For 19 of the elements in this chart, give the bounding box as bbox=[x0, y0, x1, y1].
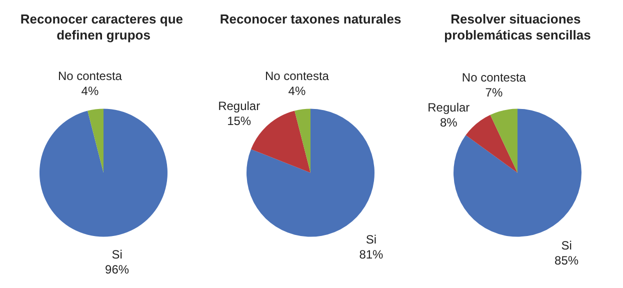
slice-label: Si bbox=[561, 238, 572, 252]
data-label: 4% bbox=[288, 84, 306, 98]
data-label: 85% bbox=[554, 253, 579, 268]
slice-label: Regular bbox=[428, 100, 470, 114]
slice-label: No contesta bbox=[58, 69, 122, 84]
slice-label: Si bbox=[112, 248, 122, 262]
data-label: 7% bbox=[485, 85, 503, 100]
slice-label: No contesta bbox=[462, 70, 526, 84]
slice-label: No contesta bbox=[264, 69, 330, 84]
data-label: 81% bbox=[359, 248, 384, 262]
data-label: 96% bbox=[105, 262, 130, 277]
chart-title: Resolver situaciones problemáticas sencillas bbox=[444, 12, 591, 42]
slice-label: Si bbox=[366, 232, 377, 247]
data-label: 8% bbox=[440, 115, 458, 130]
data-label: 15% bbox=[227, 114, 252, 128]
data-label: 4% bbox=[81, 84, 99, 98]
chart-title: Reconocer taxones naturales bbox=[220, 12, 402, 26]
slice-label: Regular bbox=[218, 99, 260, 114]
chart-title: Reconocer caracteres que definen grupos bbox=[20, 12, 187, 42]
